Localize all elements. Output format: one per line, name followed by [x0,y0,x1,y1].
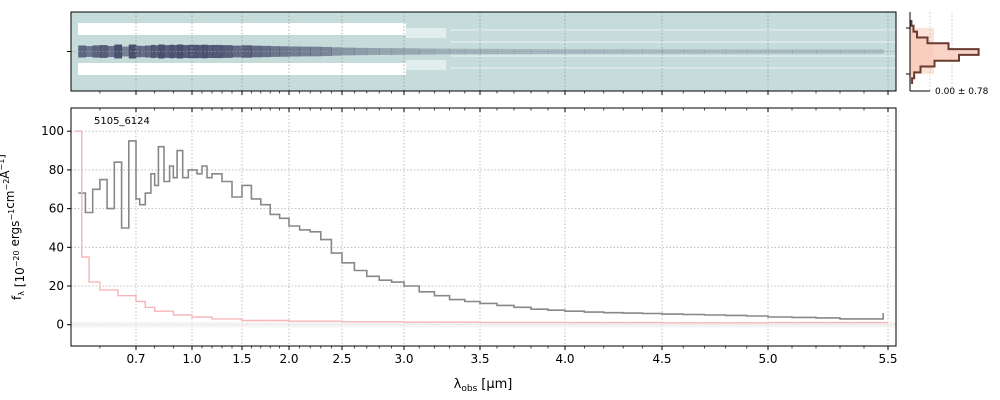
spectrum-1d-grid [71,108,896,346]
trace-segment [182,45,189,58]
spectrum-2d-grid [71,12,896,91]
x-tick-label: 3.5 [470,352,489,366]
y-axis-label: fλ [10−20 ergs−1cm−2Å−1] [0,154,27,300]
x-tick-label: 3.0 [394,352,413,366]
spatial-profile-plot [906,12,980,91]
profile-fill [910,20,979,84]
spectrum-2d-frame [70,11,897,92]
x-tick-label: 0.7 [126,352,145,366]
trace-segment [289,46,301,57]
trace-segment [212,44,223,59]
trace-segment [222,45,233,58]
trace-segment [419,48,435,55]
y-tick-label: 100 [41,124,64,138]
spatial-profile-panel: 0.00 ± 0.78 [906,12,989,97]
y-tick-label: 0 [56,318,64,332]
spectrum-1d-panel: 0.7 1.0 1.5 2.0 2.5 3.0 3.5 4.0 4.5 5.0 5.5 0 20 40 6… [0,107,898,394]
trace-segment [128,44,137,59]
mask-region [406,60,446,70]
spectrum-1d-frame [70,107,897,347]
x-axis-label: λobs [μm] [454,377,513,394]
trace-segment [584,49,605,54]
trace-segment [623,49,644,54]
trace-segment [565,49,585,54]
mask-region [78,23,406,35]
trace-segment [391,48,405,55]
x-tick-label: 1.0 [182,352,201,366]
spectrum-1d-series [74,130,889,324]
trace-segment [169,44,174,59]
y-tick-label: 20 [49,279,64,293]
trace-segment [354,47,368,56]
flux-series-line [78,140,884,320]
x-tick-label: 4.0 [555,352,574,366]
trace-segment [173,45,178,58]
trace-segment [139,45,146,58]
spectrum-2d-panel [67,11,897,95]
trace-segment [260,45,271,58]
profile-line [910,20,980,84]
trace-segment [150,44,156,59]
x-tick-label: 2.5 [332,352,351,366]
trace-segment [158,44,165,59]
x-tick-label: 1.5 [232,352,251,366]
mask-region [406,28,446,38]
trace-segment [331,47,343,56]
trace-segment [232,45,243,58]
trace-segment [299,46,311,57]
x-tick-label: 5.5 [878,352,897,366]
trace-segment [121,46,130,57]
trace-segment [251,45,262,58]
x-tick-label: 2.0 [279,352,298,366]
x-tick-label: 5.0 [758,352,777,366]
trace-segment [164,45,171,58]
trace-segment [320,46,332,57]
trace-segment [310,46,322,57]
trace-segment [662,49,684,54]
y-tick-label: 40 [49,240,64,254]
trace-segment [207,45,213,58]
y-tick-label: 80 [49,163,64,177]
zero-band [71,321,896,328]
trace-segment [531,49,549,54]
trace-segment [379,48,393,55]
uncertainty-series-line [74,130,889,324]
x-tick-label: 4.5 [652,352,671,366]
trace-segment [792,49,817,54]
trace-segment [548,49,566,54]
trace-segment [197,44,203,59]
object-id-label: 5105_6124 [94,116,150,127]
y-axis-ticks: 0 20 40 60 80 100 [41,124,71,332]
spatial-profile-annotation: 0.00 ± 0.78 [935,87,989,97]
trace-segment [114,44,123,59]
trace-segment [464,48,481,55]
y-tick-label: 60 [49,202,64,216]
trace-segment [154,45,159,58]
trace-segment [768,49,793,54]
spectrum-1d-background [71,108,896,346]
